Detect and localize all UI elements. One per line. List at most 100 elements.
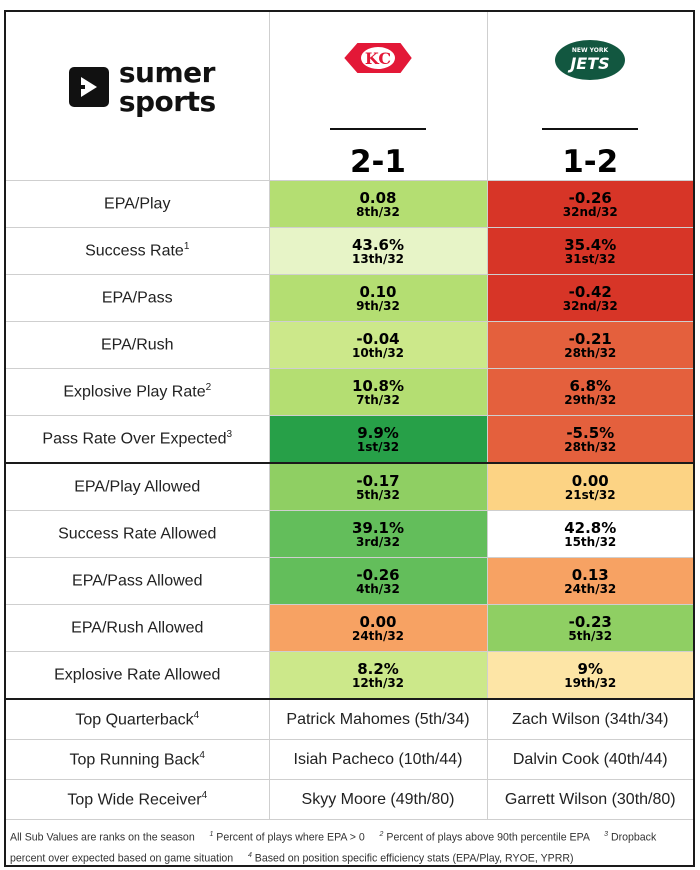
stat-label: EPA/Play Allowed	[6, 462, 270, 511]
team-a-rank: 3rd/32	[356, 534, 400, 549]
offense-section: EPA/Play 0.08 8th/32 -0.26 32nd/32 Success Ra…	[6, 180, 693, 464]
footnote-row: All Sub Values are ranks on the season 1…	[6, 819, 693, 868]
team-b-stat-cell: -0.26 32nd/32	[486, 180, 693, 228]
team-a-stat-cell: -0.26 4th/32	[268, 557, 488, 605]
team-a-rank: 13th/32	[351, 251, 405, 266]
team-a-stat-cell: 0.10 9th/32	[268, 274, 488, 322]
team-a-value: 39.1%	[351, 518, 405, 537]
player-row: Top Wide Receiver4 Skyy Moore (49th/80) Ga…	[6, 779, 693, 820]
jets-logo-top-text: NEW YORK	[572, 47, 609, 54]
brand-cell: sumer sports	[6, 12, 270, 181]
team-a-value: 10.8%	[351, 376, 405, 395]
player-label: Top Running Back4	[6, 739, 270, 780]
team-a-stat-cell: 0.08 8th/32	[268, 180, 488, 228]
footnote-1: Percent of plays where EPA > 0	[216, 831, 365, 844]
team-b-rank: 21st/32	[564, 487, 616, 502]
team-a-player: Isiah Pacheco (10th/44)	[268, 739, 488, 780]
team-a-stat-cell: 9.9% 1st/32	[268, 415, 488, 464]
team-b-rank: 32nd/32	[562, 298, 618, 313]
team-b-stat-cell: 42.8% 15th/32	[486, 510, 693, 558]
team-a-value: 43.6%	[351, 235, 405, 254]
offense-row: EPA/Rush -0.04 10th/32 -0.21 28th/32	[6, 321, 693, 369]
team-a-stat-cell: 43.6% 13th/32	[268, 227, 488, 275]
footnote-intro: All Sub Values are ranks on the season	[10, 831, 195, 844]
team-b-stat-cell: 35.4% 31st/32	[486, 227, 693, 275]
player-row: Top Quarterback4 Patrick Mahomes (5th/34)…	[6, 698, 693, 740]
team-a-player: Patrick Mahomes (5th/34)	[268, 698, 488, 740]
sumer-mark-icon	[68, 67, 109, 107]
player-label: Top Quarterback4	[6, 698, 270, 740]
team-b-value: -0.23	[568, 612, 612, 631]
footnotes: All Sub Values are ranks on the season 1…	[10, 831, 657, 865]
team-b-stat-cell: -5.5% 28th/32	[486, 415, 693, 464]
team-b-value: -0.21	[568, 329, 612, 348]
team-a-value: -0.04	[356, 329, 400, 348]
comparison-table: sumer sports KC 2-1	[6, 12, 693, 868]
defense-section: EPA/Play Allowed -0.17 5th/32 0.00 21st/32 Su…	[6, 462, 693, 700]
team-b-player: Dalvin Cook (40th/44)	[486, 739, 693, 780]
team-b-rank: 28th/32	[564, 439, 617, 454]
team-a-rank: 5th/32	[356, 487, 400, 502]
team-a-stat-cell: 0.00 24th/32	[268, 604, 488, 652]
offense-row: Success Rate1 43.6% 13th/32 35.4% 31st/32	[6, 227, 693, 275]
player-section: Top Quarterback4 Patrick Mahomes (5th/34)…	[6, 698, 693, 820]
team-b-stat-cell: -0.21 28th/32	[486, 321, 693, 369]
team-a-record: 2-1	[349, 144, 406, 180]
stat-label: Pass Rate Over Expected3	[6, 415, 270, 464]
stat-label: Success Rate Allowed	[6, 510, 270, 558]
header-row: sumer sports KC 2-1	[6, 12, 693, 181]
team-b-rank: 15th/32	[564, 534, 617, 549]
team-b-rank: 24th/32	[564, 581, 617, 596]
team-a-stat-cell: 8.2% 12th/32	[268, 651, 488, 700]
defense-row: Success Rate Allowed 39.1% 3rd/32 42.8% 15th…	[6, 510, 693, 558]
team-b-player: Garrett Wilson (30th/80)	[486, 779, 693, 820]
stat-label: Explosive Play Rate2	[6, 368, 270, 416]
footnote-4: Based on position specific efficiency st…	[254, 852, 574, 865]
jets-logo-text: JETS	[568, 54, 610, 73]
team-a-rank: 24th/32	[351, 628, 405, 643]
team-a-rank: 12th/32	[351, 675, 405, 690]
sumer-sports-logo: sumer sports	[6, 12, 269, 162]
team-a-value: -0.17	[356, 471, 400, 490]
stat-label: EPA/Pass Allowed	[6, 557, 270, 605]
defense-row: EPA/Rush Allowed 0.00 24th/32 -0.23 5th/32	[6, 604, 693, 652]
team-b-stat-cell: 9% 19th/32	[486, 651, 693, 700]
brand-line1: sumer	[118, 56, 216, 89]
team-b-player: Zach Wilson (34th/34)	[486, 698, 693, 740]
defense-row: EPA/Play Allowed -0.17 5th/32 0.00 21st/32	[6, 462, 693, 511]
team-a-value: 0.08	[359, 188, 397, 207]
svg-text:KC: KC	[365, 49, 391, 68]
offense-row: EPA/Pass 0.10 9th/32 -0.42 32nd/32	[6, 274, 693, 322]
team-b-value: 42.8%	[564, 518, 617, 537]
team-a-rule	[330, 128, 426, 130]
team-b-header: NEW YORK JETS 1-2	[486, 12, 693, 181]
team-b-record: 1-2	[562, 144, 619, 180]
jets-oval-logo-icon: NEW YORK JETS	[555, 40, 626, 80]
team-a-rank: 4th/32	[356, 581, 400, 596]
team-b-rank: 28th/32	[564, 345, 617, 360]
team-b-stat-cell: 0.00 21st/32	[486, 462, 693, 511]
team-a-value: 0.00	[359, 612, 397, 631]
team-b-rank: 29th/32	[564, 392, 617, 407]
player-row: Top Running Back4 Isiah Pacheco (10th/44)…	[6, 739, 693, 780]
team-a-stat-cell: 10.8% 7th/32	[268, 368, 488, 416]
team-b-value: -0.42	[568, 282, 612, 301]
team-b-value: 0.13	[571, 565, 609, 584]
player-label: Top Wide Receiver4	[6, 779, 270, 820]
team-b-stat-cell: -0.23 5th/32	[486, 604, 693, 652]
team-b-value: 6.8%	[569, 376, 612, 395]
brand-line2: sports	[118, 85, 216, 118]
team-b-stat-cell: 0.13 24th/32	[486, 557, 693, 605]
defense-row: EPA/Pass Allowed -0.26 4th/32 0.13 24th/32	[6, 557, 693, 605]
team-a-stat-cell: -0.17 5th/32	[268, 462, 488, 511]
stat-label: EPA/Play	[6, 180, 270, 228]
team-a-rank: 1st/32	[356, 439, 400, 454]
stat-label: Success Rate1	[6, 227, 270, 275]
footnote-2: Percent of plays above 90th percentile E…	[386, 831, 590, 844]
team-b-rank: 32nd/32	[562, 204, 618, 219]
chiefs-arrowhead-logo-icon: KC	[341, 41, 415, 75]
team-a-value: -0.26	[356, 565, 400, 584]
team-a-player: Skyy Moore (49th/80)	[268, 779, 488, 820]
team-b-value: 0.00	[571, 471, 609, 490]
stat-label: EPA/Pass	[6, 274, 270, 322]
